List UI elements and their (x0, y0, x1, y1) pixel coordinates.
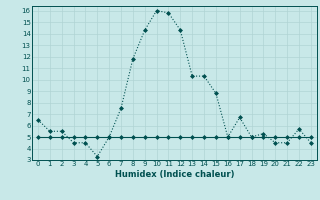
X-axis label: Humidex (Indice chaleur): Humidex (Indice chaleur) (115, 170, 234, 179)
